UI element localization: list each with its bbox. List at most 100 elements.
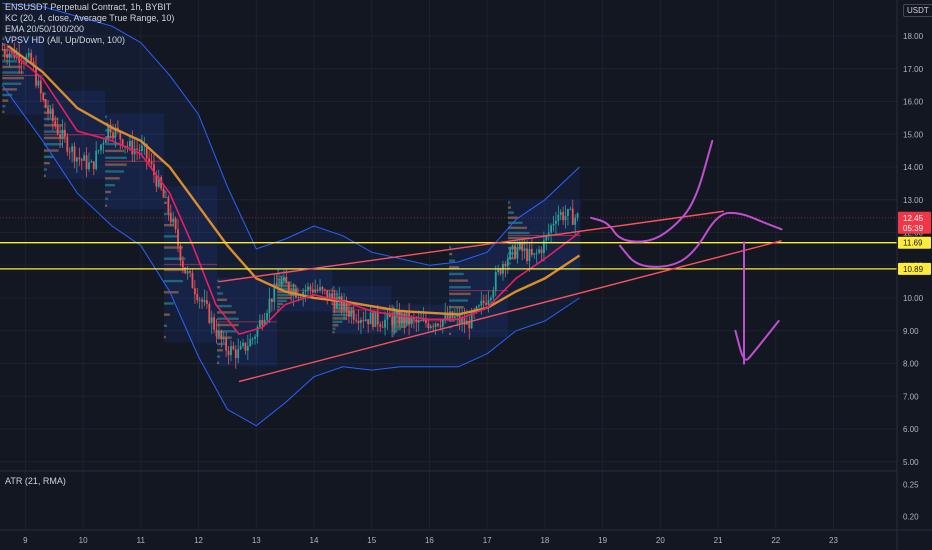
legend-ema[interactable]: EMA 20/50/100/200 [5,24,85,34]
candle-body [494,272,497,291]
candle-body [275,283,278,286]
candle-body [509,248,512,259]
profile-bar [105,115,108,118]
candle-body [220,330,223,340]
candle-body [244,342,247,351]
candle-body [316,289,319,291]
candle-body [307,286,309,291]
atr-pane: 0.25 0.20 [903,481,919,522]
candle-body [410,317,413,324]
profile-bar [105,142,120,146]
profile-bar [43,161,50,165]
profile-bar [43,124,63,127]
candle-body [398,310,401,324]
profile-bar [163,257,186,260]
price-tick-label: 9.00 [903,327,919,336]
profile-bar [277,299,287,303]
candle-body [444,313,447,320]
price-tick-label: 10.00 [903,294,924,303]
candle-body [574,217,577,225]
profile-bar [332,330,335,334]
candle-body [181,260,184,268]
legend-kc[interactable]: KC (20, 4, close, Average True Range, 10… [5,13,175,23]
candle-body [8,53,11,58]
candle-body [528,249,531,262]
candle-body [128,140,131,147]
candle-body [261,320,264,326]
profile-bar [43,92,46,95]
candle-body [254,336,256,339]
profile-bar [43,117,59,121]
profile-bar [217,304,232,308]
profile-bar [391,306,395,310]
atr-legend[interactable]: ATR (21, RMA) [5,476,66,486]
profile-bar [2,71,24,74]
legend-vpsv[interactable]: VPSV HD (All, Up/Down, 100) [5,35,126,45]
profile-bar [163,291,179,294]
candle-body [256,327,259,337]
currency-button[interactable]: USDT [903,4,932,17]
candle-body [68,151,71,153]
profile-bar [2,93,13,97]
candle-body [427,323,430,329]
profile-bar [43,149,59,152]
level-high-tag-price: 11.69 [903,239,923,248]
wedge-upper-line [218,210,724,283]
profile-bar [507,221,523,224]
candle-body [85,155,88,170]
time-tick-label: 17 [483,536,492,545]
candle-body [155,174,158,187]
candle-body [126,145,129,147]
candle-body [514,245,516,259]
profile-bar [163,313,170,316]
candle-body [49,108,52,114]
legend-symbol[interactable]: ENSUSDT Perpetual Contract, 1h, BYBIT [5,2,172,12]
candle-body [328,293,331,300]
candle-body [230,346,232,356]
candle-body [374,311,377,327]
profile-bar [2,76,24,80]
time-tick-label: 15 [367,536,376,545]
candle-body [562,212,565,221]
candle-body [131,140,134,155]
candle-body [90,161,93,163]
profile-bar [507,262,512,265]
candle-body [564,215,567,221]
profile-bar [277,284,297,287]
candle-body [42,93,45,101]
profile-bar [277,302,283,306]
candle-body [172,218,175,223]
profile-bar [105,177,120,180]
candle-body [403,313,406,324]
candle-body [360,319,362,324]
profile-bar [217,330,237,333]
profile-bar [105,156,127,159]
candle-body [550,225,553,233]
profile-bar [332,313,352,317]
profile-bar [217,298,227,302]
candle-body [314,289,317,293]
price-tick-label: 6.00 [903,425,919,434]
candle-body [497,268,500,273]
candle-body [555,220,557,224]
candle-body [88,162,90,170]
candle-body [138,149,141,152]
trend-lines[interactable] [0,210,897,383]
candle-body [369,312,372,325]
forecast-drawings[interactable] [590,139,783,365]
profile-bar [105,190,111,194]
candle-body [535,252,538,254]
profile-bar [217,279,220,283]
grid-lines [0,0,897,530]
candle-body [355,319,358,321]
profile-bar [217,292,223,295]
candle-body [468,320,471,329]
candle-body [44,100,47,108]
candle-body [504,263,507,267]
candle-body [54,120,57,127]
profile-bar [277,278,287,281]
candle-body [100,144,102,151]
profile-bar [163,212,170,216]
